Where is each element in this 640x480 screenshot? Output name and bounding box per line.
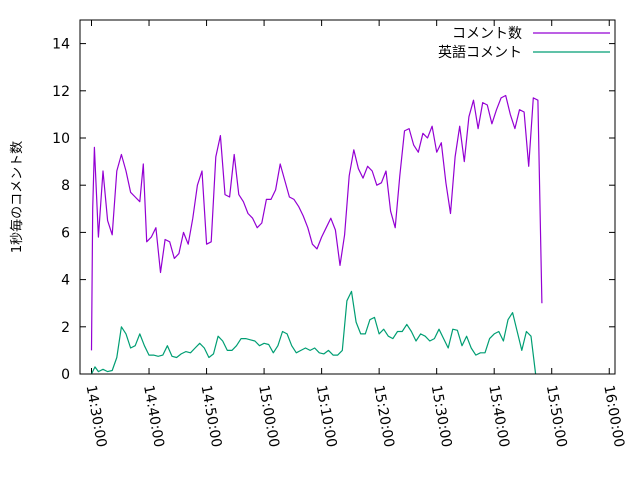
legend-label-2: 英語コメント bbox=[438, 44, 522, 61]
x-tick-label: 15:00:00 bbox=[255, 384, 282, 449]
x-tick-label: 15:20:00 bbox=[370, 384, 397, 449]
x-tick-label: 15:30:00 bbox=[428, 384, 455, 449]
x-tick-label: 14:50:00 bbox=[198, 384, 225, 449]
plot-frame bbox=[79, 19, 616, 375]
y-tick-label: 6 bbox=[61, 225, 70, 241]
x-tick-label: 16:00:00 bbox=[600, 384, 627, 449]
y-axis-label: 1秒毎のコメント数 bbox=[9, 141, 25, 253]
y-tick-label: 12 bbox=[52, 84, 70, 100]
x-tick-label: 15:40:00 bbox=[485, 384, 512, 449]
y-tick-label: 14 bbox=[52, 37, 70, 53]
x-tick-label: 15:10:00 bbox=[313, 384, 340, 449]
y-tick-label: 10 bbox=[52, 131, 70, 147]
y-tick-label: 8 bbox=[61, 178, 70, 194]
x-tick-label: 14:40:00 bbox=[140, 384, 167, 449]
y-tick-label: 0 bbox=[61, 367, 70, 383]
legend-label-1: コメント数 bbox=[452, 26, 522, 42]
x-tick-label: 15:50:00 bbox=[543, 384, 570, 449]
x-tick-label: 14:30:00 bbox=[83, 384, 110, 449]
series-line-2 bbox=[90, 290, 537, 375]
series-line-1 bbox=[90, 94, 543, 351]
y-tick-label: 4 bbox=[61, 273, 70, 289]
y-tick-label: 2 bbox=[61, 320, 70, 336]
